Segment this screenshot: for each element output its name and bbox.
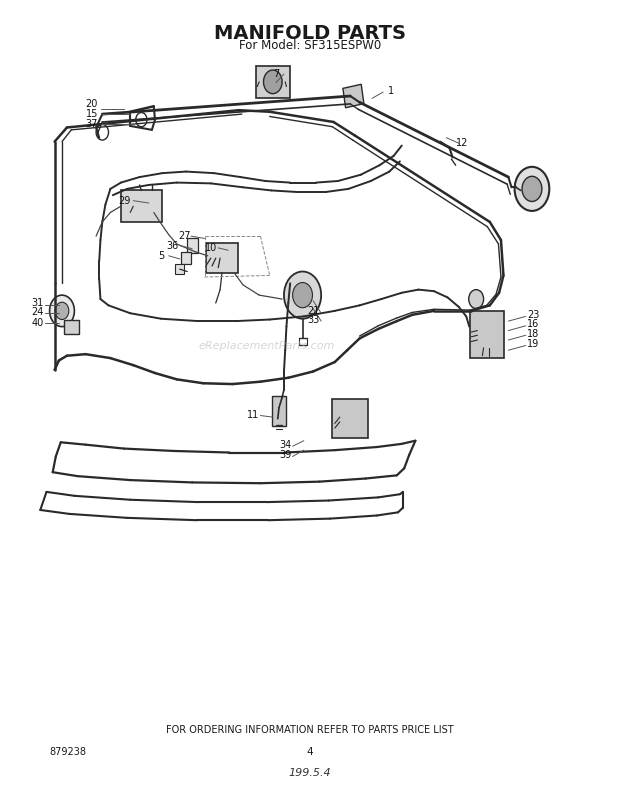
Text: 15: 15 [86,109,98,119]
Circle shape [96,124,108,140]
Circle shape [522,176,542,201]
Text: MANIFOLD PARTS: MANIFOLD PARTS [214,24,406,42]
Text: 7: 7 [273,69,279,79]
Circle shape [293,283,312,308]
Circle shape [515,167,549,211]
Text: 27: 27 [178,231,190,241]
Text: 12: 12 [456,139,468,148]
Text: eReplacementParts.com: eReplacementParts.com [198,342,335,351]
Circle shape [55,302,69,320]
Text: 34: 34 [279,440,291,449]
Text: FOR ORDERING INFORMATION REFER TO PARTS PRICE LIST: FOR ORDERING INFORMATION REFER TO PARTS … [166,726,454,735]
Bar [206,243,238,273]
Circle shape [284,272,321,319]
Text: 4: 4 [307,747,313,756]
Text: 199.5.4: 199.5.4 [289,768,331,778]
Text: 21: 21 [307,306,319,316]
Text: 24: 24 [31,308,43,317]
Bar [64,320,79,334]
Text: 10: 10 [205,243,217,253]
Bar [187,238,198,253]
Bar [272,396,286,426]
Bar [343,84,364,108]
Text: 39: 39 [279,450,291,460]
Bar [470,311,504,358]
Text: 5: 5 [158,251,164,260]
Bar [181,252,191,264]
Bar [122,190,161,222]
Text: 20: 20 [86,99,98,109]
Text: 18: 18 [527,329,539,338]
Circle shape [136,113,147,127]
Text: 40: 40 [31,318,43,327]
Circle shape [50,295,74,327]
Text: 11: 11 [247,410,259,419]
Text: 29: 29 [118,196,130,205]
Text: 19: 19 [527,339,539,349]
Circle shape [264,70,282,94]
Text: For Model: SF315ESPW0: For Model: SF315ESPW0 [239,39,381,52]
Text: 31: 31 [31,298,43,308]
Circle shape [469,290,484,309]
Text: 16: 16 [527,320,539,329]
Text: 1: 1 [388,86,394,95]
Text: 36: 36 [166,241,179,250]
Bar [332,399,368,438]
Bar [255,66,290,98]
Bar [175,264,185,274]
Text: 879238: 879238 [50,747,87,756]
Text: 23: 23 [527,310,539,320]
Text: 33: 33 [307,316,319,325]
Text: 37: 37 [86,119,98,128]
